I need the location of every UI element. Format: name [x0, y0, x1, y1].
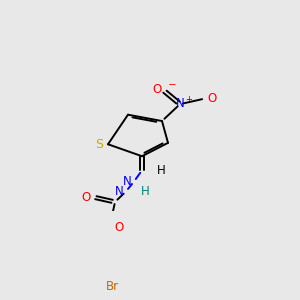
Text: H: H [141, 185, 150, 198]
Text: N: N [123, 175, 132, 188]
Text: Br: Br [105, 280, 119, 293]
Text: +: + [185, 95, 192, 104]
Text: O: O [153, 83, 162, 96]
Text: H: H [157, 164, 166, 178]
Text: O: O [82, 190, 91, 203]
Text: N: N [176, 97, 184, 110]
Text: O: O [114, 221, 123, 235]
Text: −: − [168, 80, 177, 90]
Text: O: O [207, 92, 216, 105]
Text: N: N [115, 185, 124, 198]
Text: S: S [95, 139, 103, 152]
